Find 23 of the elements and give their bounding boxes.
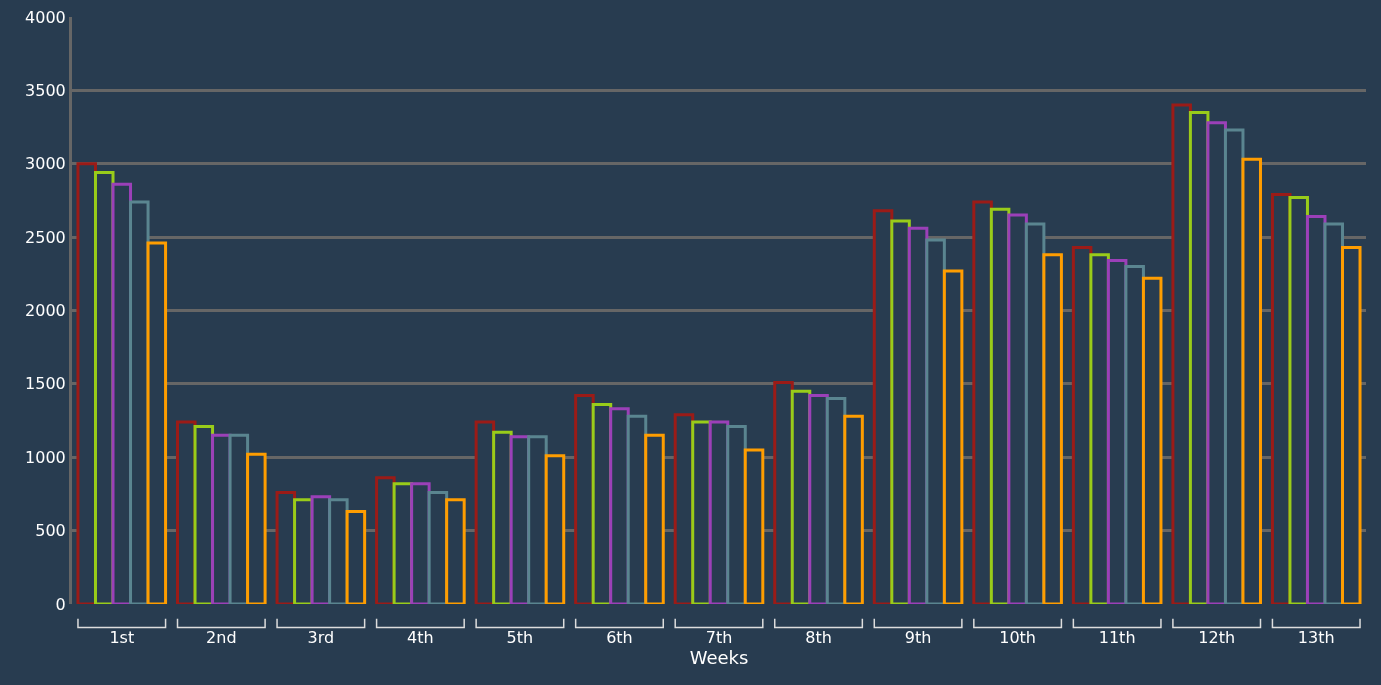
x-tick-label: 1st xyxy=(109,628,135,647)
x-tick-label: 12th xyxy=(1198,628,1236,647)
x-tick-label: 7th xyxy=(705,628,733,647)
x-tick-label: 13th xyxy=(1297,628,1335,647)
y-tick-label: 1000 xyxy=(25,447,66,467)
y-tick-label: 0 xyxy=(55,594,66,614)
x-tick-label: 4th xyxy=(407,628,434,647)
x-tick-label: 8th xyxy=(805,628,832,647)
y-tick-label: 3000 xyxy=(25,154,66,174)
x-tick-label: 11th xyxy=(1098,628,1136,647)
y-tick-label: 2000 xyxy=(25,301,66,321)
x-tick-label: 10th xyxy=(999,628,1037,647)
y-tick-label: 2500 xyxy=(25,227,66,247)
x-tick-label: 6th xyxy=(606,628,633,647)
x-tick-label: 9th xyxy=(904,628,932,647)
x-axis-title: Weeks xyxy=(689,647,749,668)
x-tick-label: 2nd xyxy=(206,628,237,647)
x-tick-label: 5th xyxy=(506,628,534,647)
y-tick-label: 4000 xyxy=(25,7,66,27)
y-tick-label: 500 xyxy=(35,521,66,541)
y-tick-label: 3500 xyxy=(25,80,66,100)
x-tick-label: 3rd xyxy=(307,628,335,647)
y-tick-label: 1500 xyxy=(25,374,66,394)
